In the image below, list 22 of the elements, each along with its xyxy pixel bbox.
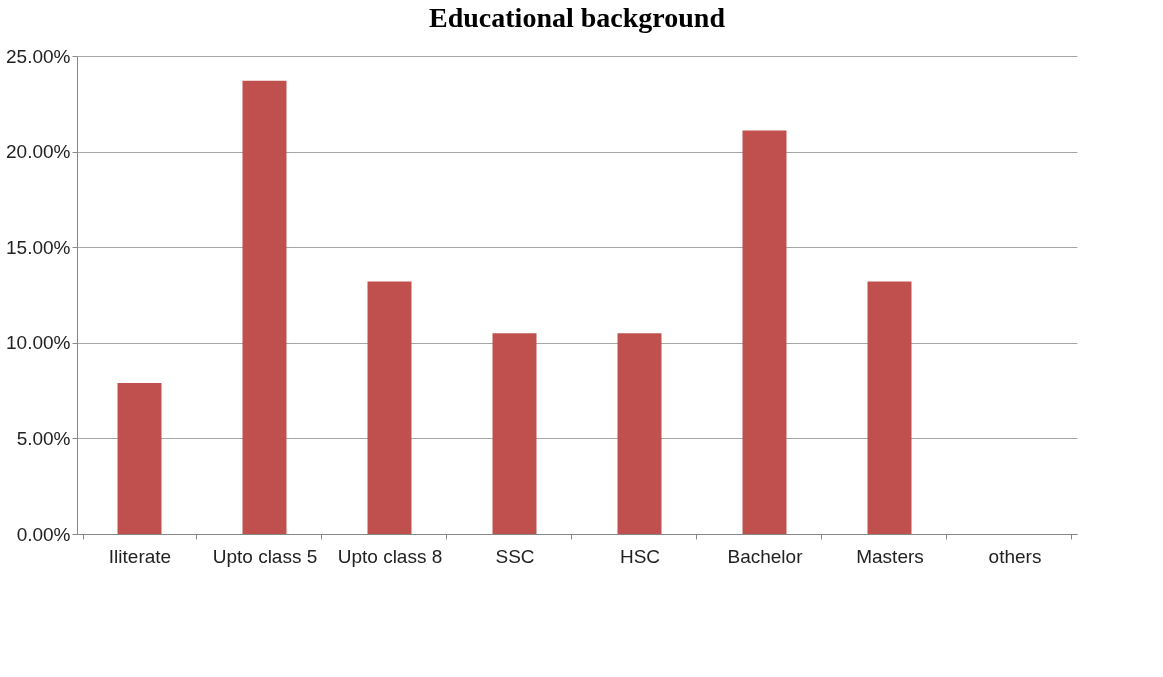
y-tick-label: 20.00% [6, 141, 71, 163]
chart-title: Educational background [429, 2, 726, 33]
x-tick-label: Iliterate [108, 545, 172, 567]
x-tick-label: HSC [619, 545, 661, 567]
bar [492, 333, 537, 534]
x-tick-label: Upto class 8 [337, 545, 443, 567]
bar [367, 281, 412, 534]
y-tick-label: 0.00% [16, 523, 71, 545]
bar [617, 333, 662, 534]
x-tick-label: Masters [856, 545, 924, 567]
y-tick-label: 10.00% [6, 332, 71, 354]
y-tick-label: 15.00% [6, 236, 71, 258]
bar [117, 382, 162, 534]
x-tick-label: others [988, 545, 1042, 567]
y-tick-label: 25.00% [6, 45, 71, 67]
y-tick-label: 5.00% [16, 427, 71, 449]
x-tick-label: Bachelor [727, 545, 804, 567]
x-tick-label: SSC [495, 545, 535, 567]
bar [242, 80, 287, 534]
bar [742, 130, 787, 534]
x-tick-label: Upto class 5 [212, 545, 318, 567]
bar [867, 281, 912, 534]
